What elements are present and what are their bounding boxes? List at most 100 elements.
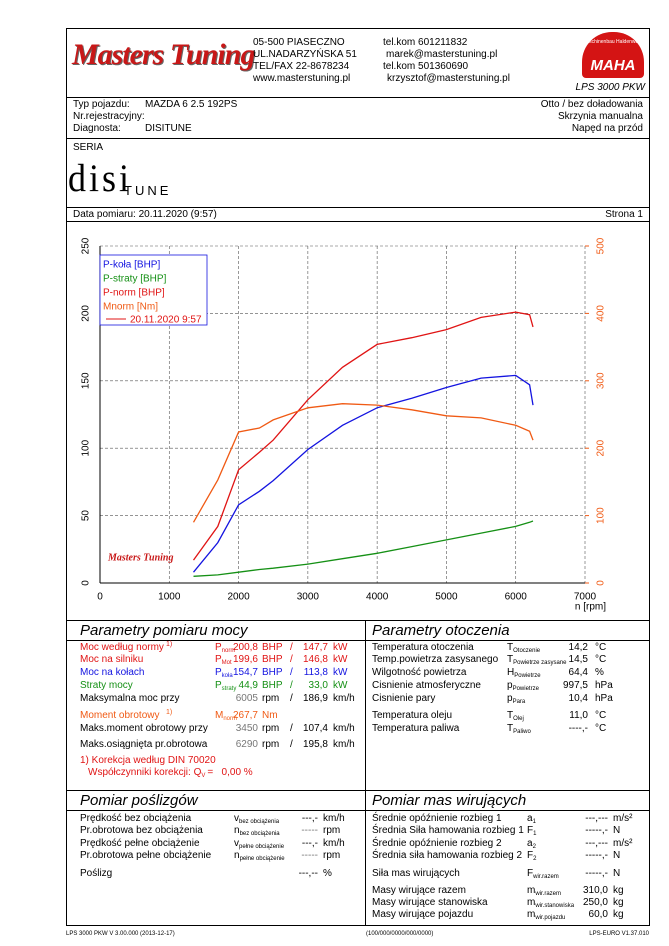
row-separator: / [290, 667, 293, 678]
row-unit: km/h [333, 739, 355, 750]
x-tick-label: 3000 [297, 592, 320, 603]
field-value: MAZDA 6 2.5 192PS [145, 99, 238, 110]
row-value: ----,- [568, 723, 588, 734]
row-unit: km/h [333, 723, 355, 734]
legend-entry: P-norm [BHP] [103, 288, 165, 299]
row-value: 60,0 [588, 909, 608, 920]
row-label: Prędkość bez obciążenia [80, 813, 192, 824]
row-value: 200,8 [232, 642, 258, 653]
symbol: vbez obciążenia [234, 814, 279, 826]
row-unit: BHP [262, 654, 283, 665]
row-value: 33,0 [308, 680, 328, 691]
brand-badge [582, 32, 644, 78]
y2-tick-label: 100 [596, 507, 607, 524]
symbol-subscript: 2 [533, 856, 537, 862]
y2-tick-label: 400 [596, 305, 607, 322]
correction-factor: Współczynniki korekcji: QV = 0,00 % [88, 767, 253, 780]
row-unit: °C [595, 710, 607, 721]
row-unit: N [613, 850, 621, 861]
row-label: Średnie opóźnienie rozbieg 1 [372, 813, 502, 824]
rule [66, 138, 649, 139]
footer-text: (100/000/0000/000/0000) [366, 931, 434, 937]
legend-box [99, 254, 208, 326]
watermark: Masters Tuning [107, 552, 173, 563]
rule [66, 790, 649, 791]
row-value: 186,9 [302, 693, 328, 704]
row-label: Średnie opóźnienie rozbieg 2 [372, 838, 502, 849]
rule [66, 810, 649, 811]
series-line [192, 403, 534, 523]
row-label: Wilgotność powietrza [372, 667, 467, 678]
row-unit: kg [613, 885, 624, 896]
symbol-letter: n [234, 825, 240, 836]
series-line [193, 520, 534, 577]
row-label: Temp.powietrza zasysanego [372, 654, 499, 665]
section-title: Pomiar mas wirujących [372, 792, 527, 809]
row-unit: N [613, 825, 621, 836]
row-label: Moc według normy [80, 642, 164, 653]
brand-ring: Maschinenbau Haldenwang [582, 39, 644, 45]
row-value: 199,6 [232, 654, 258, 665]
row-label: Temperatura oleju [372, 710, 453, 721]
address-line: 05-500 PIASECZNO [253, 37, 345, 48]
symbol-subscript: norm [223, 716, 238, 722]
row-label: Prędkość pełne obciążenie [80, 838, 200, 849]
legend-run-label: 20.11.2020 9:57 [130, 315, 202, 326]
x-tick-label: 7000 [574, 592, 597, 603]
row-unit: rpm [262, 723, 280, 734]
symbol-subscript: wir.stanowiska [535, 903, 575, 909]
symbol-letter: T [507, 642, 514, 653]
symbol: a2 [527, 838, 536, 851]
row-value: ---,- [301, 813, 318, 824]
y2-tick-label: 200 [596, 439, 607, 456]
field-right: Skrzynia manualna [557, 111, 643, 122]
row-value: 44,9 [238, 680, 258, 691]
row-value: 10,4 [568, 693, 588, 704]
x-tick-label: 0 [97, 592, 103, 603]
symbol-letter: F [527, 825, 534, 836]
symbol: Pkoła [215, 667, 233, 680]
symbol-subscript: wir.pojazdu [535, 915, 566, 921]
symbol-letter: T [507, 723, 514, 734]
symbol-letter: M [215, 710, 224, 721]
symbol-letter: m [527, 885, 536, 896]
section-title: Parametry pomiaru mocy [80, 622, 248, 639]
row-separator: / [290, 642, 293, 653]
symbol-letter: P [215, 642, 222, 653]
symbol-subscript: bez obciążenia [239, 831, 280, 837]
row-value: 64,4 [568, 667, 588, 678]
rule [66, 620, 649, 621]
row-unit: °C [595, 654, 607, 665]
correction-note: 1) Korekcja według DIN 70020 [80, 755, 216, 766]
symbol-subscript: wir.razem [535, 891, 562, 897]
symbol-letter: m [527, 897, 536, 908]
symbol: nbez obciążenia [234, 825, 280, 838]
row-value: 997,5 [562, 680, 588, 691]
field-value: DISITUNE [145, 123, 192, 134]
symbol-letter: P [215, 667, 222, 678]
row-label: Poślizg [80, 868, 113, 879]
symbol-subscript: Paliwo [513, 729, 531, 735]
section-title: Pomiar poślizgów [80, 792, 198, 809]
symbol: Pnorm [215, 642, 235, 655]
row-value: ----- [301, 825, 318, 836]
symbol-letter: F [527, 868, 534, 879]
symbol: F2 [527, 851, 537, 863]
legend-entry: Mnorm [Nm] [103, 302, 158, 313]
symbol: Mnorm [215, 710, 238, 723]
symbol: PMot [215, 655, 232, 667]
row-value: 6005 [235, 693, 258, 704]
symbol-letter: a [527, 838, 533, 849]
row-unit: hPa [595, 693, 613, 704]
rule [66, 640, 649, 641]
row-note: 1) [166, 641, 173, 648]
symbol-subscript: 2 [532, 844, 536, 850]
row-unit: % [323, 868, 332, 879]
row-label: Moment obrotowy [80, 710, 160, 721]
factor-label: Współczynniki korekcji: Q [88, 767, 202, 778]
field-right: Napęd na przód [571, 123, 643, 134]
symbol: TPaliwo [507, 723, 531, 736]
legend-entry: P-straty [BHP] [103, 274, 167, 285]
y2-tick-label: 500 [596, 237, 607, 254]
symbol: TOtoczenie [507, 642, 540, 655]
